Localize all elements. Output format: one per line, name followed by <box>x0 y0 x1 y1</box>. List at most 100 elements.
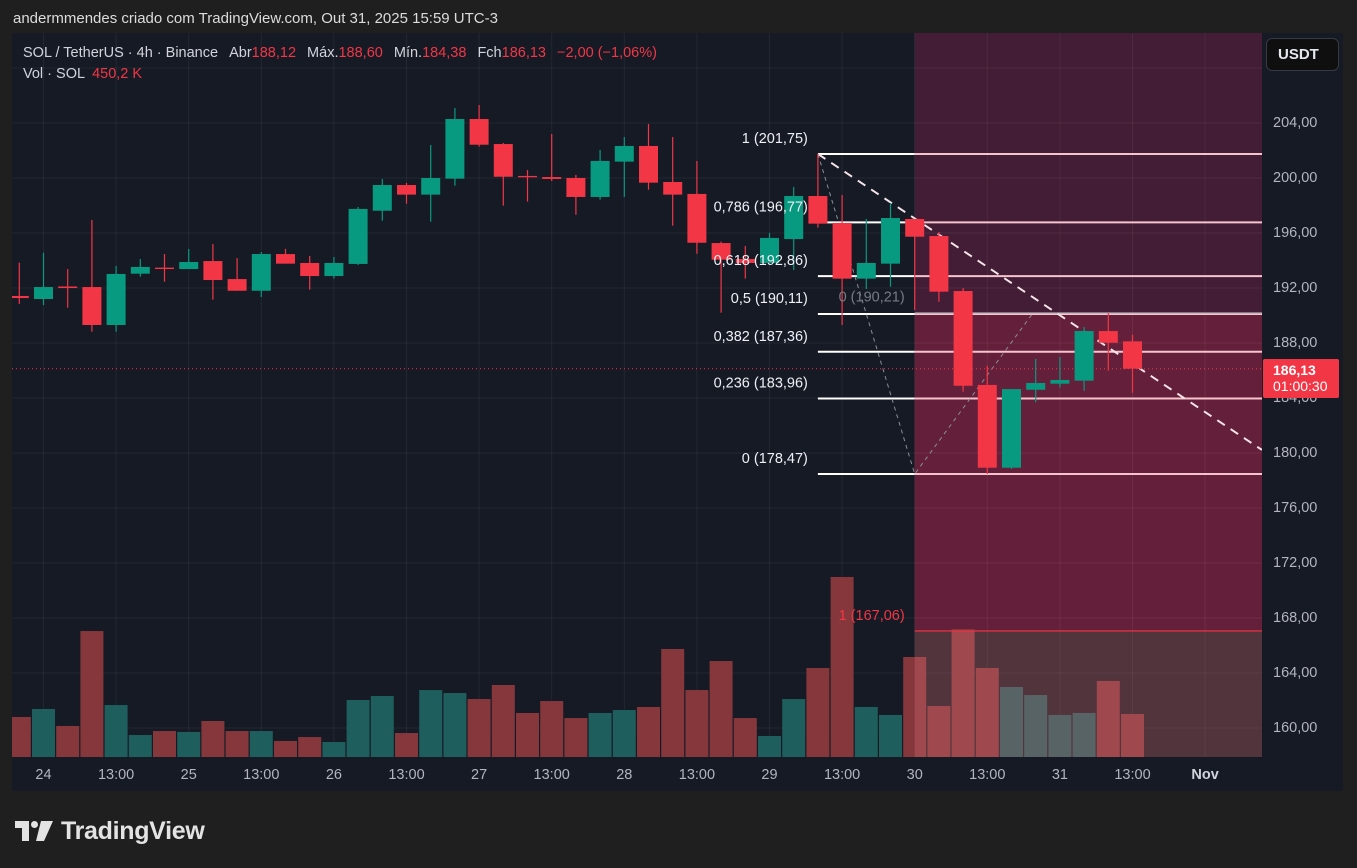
candle-body <box>58 286 78 288</box>
candle-body <box>760 237 779 263</box>
volume-bar <box>975 667 999 757</box>
candle-body <box>929 236 949 292</box>
price-tick-label: 160,00 <box>1273 720 1317 736</box>
volume-bar <box>128 735 152 757</box>
price-tick-label: 200,00 <box>1273 170 1317 186</box>
candle <box>324 257 344 279</box>
price-tick-label: 204,00 <box>1273 115 1317 131</box>
candle <box>977 365 997 475</box>
time-tick-label: 13:00 <box>969 767 1005 783</box>
volume-bar <box>516 712 539 757</box>
volume-bar <box>588 712 612 757</box>
fib-retracement-label: 0,382 (187,36) <box>714 329 808 345</box>
candle-body <box>469 119 489 145</box>
volume-bar <box>346 699 370 757</box>
time-tick-label: 13:00 <box>243 767 279 783</box>
candle-body <box>1098 331 1118 343</box>
candle <box>808 153 828 228</box>
volume-bar <box>637 706 660 757</box>
candle <box>542 134 562 182</box>
time-tick-label: 31 <box>1052 767 1068 783</box>
volume-bar <box>806 667 830 757</box>
bar-countdown: 01:00:30 <box>1273 378 1328 394</box>
candle-body <box>905 218 925 237</box>
volume-bar <box>903 657 927 757</box>
volume-label[interactable]: Vol · SOL <box>23 66 86 82</box>
time-tick-label: 13:00 <box>534 767 570 783</box>
candle-body <box>372 185 392 211</box>
time-tick-label: 13:00 <box>679 767 715 783</box>
time-scale[interactable] <box>12 757 1343 791</box>
candle-body <box>711 243 731 260</box>
candle <box>372 178 392 221</box>
candle <box>12 262 29 304</box>
candle-body <box>106 273 126 325</box>
candle-body <box>155 267 174 270</box>
candle-body <box>663 181 683 195</box>
candle-body <box>300 262 320 277</box>
candle <box>735 246 755 279</box>
candle <box>1123 334 1142 393</box>
tradingview-logo-icon <box>15 821 53 841</box>
fib-extension-path[interactable] <box>817 153 1034 476</box>
candle <box>493 142 513 206</box>
candle <box>58 269 78 308</box>
candle <box>179 248 199 270</box>
candle <box>711 241 731 313</box>
time-tick-label: 26 <box>326 767 342 783</box>
candle <box>929 232 949 302</box>
candle-body <box>590 160 610 197</box>
open-value: 188,12 <box>251 45 297 61</box>
volume-bar <box>467 699 491 757</box>
grid-lines <box>12 33 1262 757</box>
fib-retracement-label: 0,5 (190,11) <box>731 291 808 307</box>
low-value: 184,38 <box>422 45 467 61</box>
candle-body <box>421 178 441 195</box>
volume-bar <box>782 699 806 757</box>
volume-bar <box>56 725 80 757</box>
volume-bar <box>612 710 636 757</box>
candle <box>1026 358 1046 403</box>
currency-unit-button[interactable]: USDT <box>1266 38 1339 71</box>
candle <box>348 207 368 266</box>
last-price-tag: 186,13 01:00:30 <box>1263 359 1339 398</box>
extension-zone-lower <box>914 630 1262 757</box>
candle-body <box>397 185 416 195</box>
candle-body <box>832 222 852 279</box>
candle <box>566 174 586 215</box>
candle-body <box>639 145 658 183</box>
symbol-description[interactable]: SOL / TetherUS · 4h · Binance <box>23 45 219 61</box>
candle-body <box>784 196 804 240</box>
candle <box>518 170 537 202</box>
candle <box>784 186 804 270</box>
candle-body <box>34 287 53 299</box>
price-tick-label: 176,00 <box>1273 500 1317 516</box>
candle <box>251 251 271 297</box>
candle-body <box>614 145 634 162</box>
time-tick-label: 13:00 <box>98 767 134 783</box>
candle-body <box>1002 389 1021 468</box>
price-tick-label: 172,00 <box>1273 555 1317 571</box>
volume-bar <box>951 629 975 757</box>
time-tick-label: 27 <box>471 767 487 783</box>
price-tick-label: 168,00 <box>1273 610 1317 626</box>
candle-body <box>735 258 755 263</box>
volume-bar <box>443 693 467 757</box>
candle <box>34 252 53 306</box>
time-tick-label: 13:00 <box>824 767 860 783</box>
dashed-trend-line[interactable] <box>817 153 1262 451</box>
fib-retracement-label: 0,786 (196,77) <box>714 199 808 215</box>
candle <box>760 233 779 263</box>
candle <box>203 244 223 300</box>
volume-bar <box>491 684 515 757</box>
candle <box>130 258 150 277</box>
candle <box>687 160 707 254</box>
candle-body <box>348 208 368 264</box>
time-tick-label: 13:00 <box>388 767 424 783</box>
volume-bar <box>249 731 273 757</box>
open-label: Abr <box>229 45 252 61</box>
volume-bar <box>661 648 685 757</box>
candle-body <box>687 193 707 243</box>
candle <box>639 123 658 190</box>
